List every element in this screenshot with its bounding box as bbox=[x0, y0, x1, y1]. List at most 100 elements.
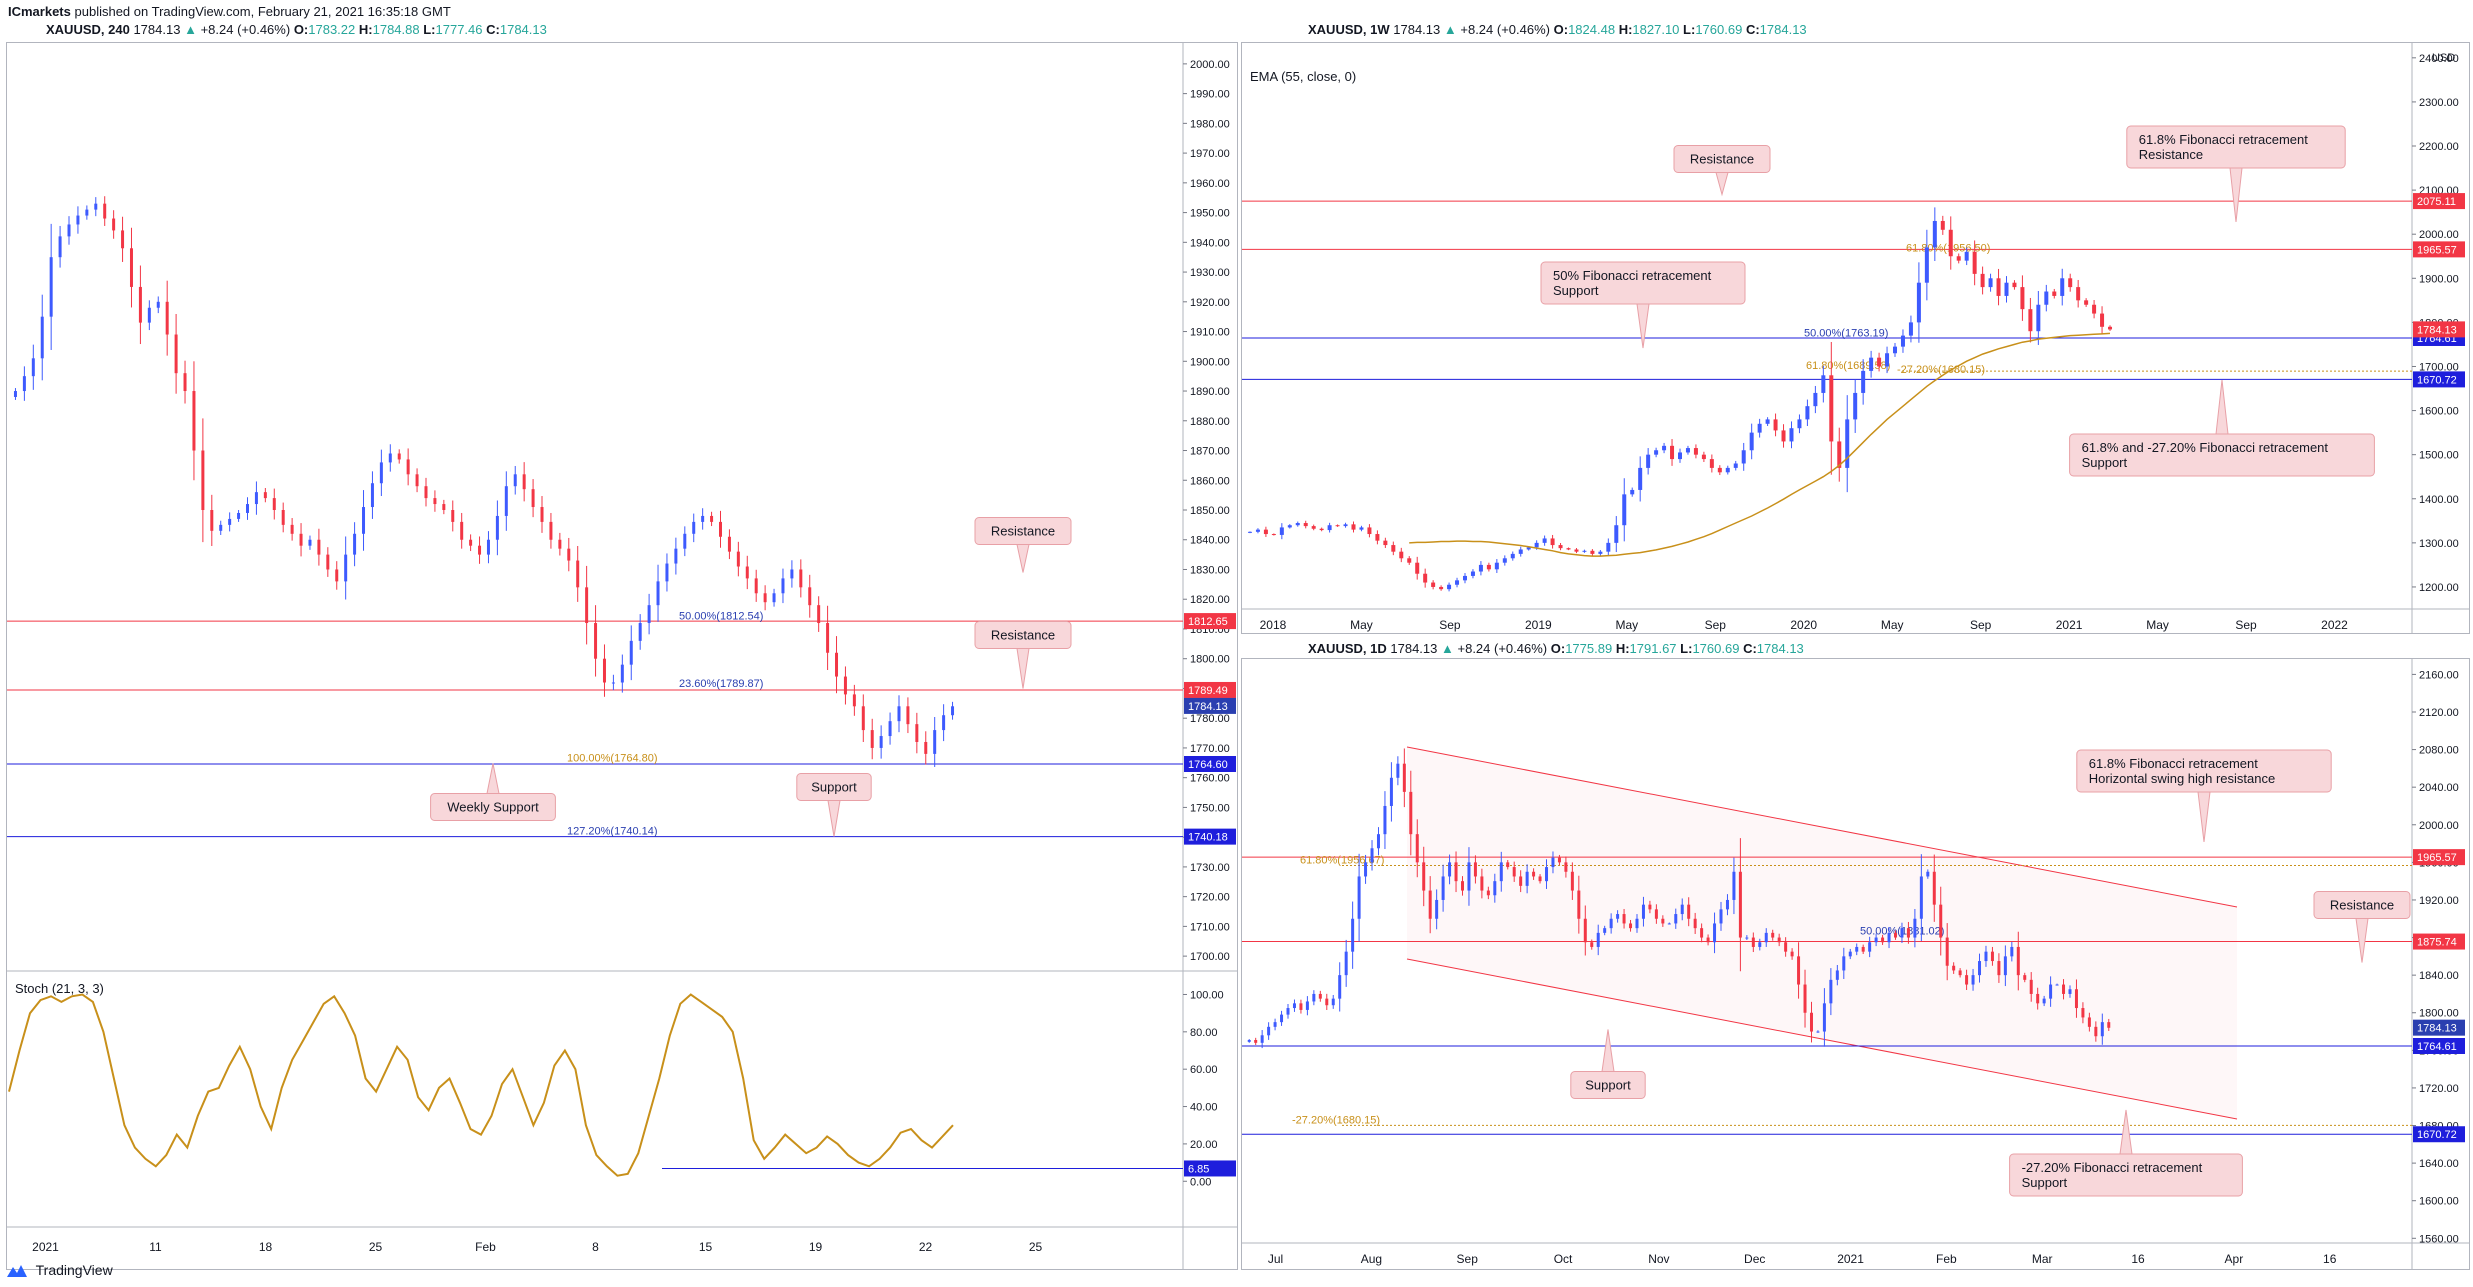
candle-body bbox=[1749, 432, 1754, 451]
y-axis-label: 1850.00 bbox=[1190, 505, 1230, 517]
candle-body bbox=[2081, 1008, 2085, 1018]
x-axis-label: 11 bbox=[149, 1240, 162, 1254]
price-tag-bg bbox=[2413, 321, 2465, 338]
open-value: 1824.48 bbox=[1568, 22, 1616, 37]
candle-body bbox=[1415, 562, 1420, 574]
callout-pointer bbox=[2119, 1109, 2133, 1155]
price-tag-label: 1784.13 bbox=[2417, 1023, 2457, 1035]
candle-body bbox=[852, 694, 856, 707]
candle-body bbox=[1771, 932, 1775, 938]
price-tag-bg bbox=[2413, 371, 2465, 388]
callout-text: Support bbox=[1553, 283, 1599, 298]
candle-body bbox=[1574, 549, 1579, 552]
y-axis-label: 1750.00 bbox=[1190, 802, 1230, 814]
candle-body bbox=[1280, 1014, 1284, 1023]
candle-body bbox=[1629, 923, 1633, 929]
candle-body bbox=[2012, 282, 2017, 288]
tradingview-brand[interactable]: TradingView bbox=[6, 1262, 113, 1278]
candle-body bbox=[1305, 1001, 1309, 1010]
y-axis-label: 100.00 bbox=[1190, 989, 1224, 1001]
candle-body bbox=[156, 301, 160, 308]
candle-body bbox=[719, 521, 722, 537]
chart-panel-4h[interactable]: 2000.00 1990.00 1980.00 1970.00 1960.00 1950.… bbox=[6, 42, 1238, 1270]
candle-body bbox=[1972, 251, 1977, 274]
y-axis-label: 2080.00 bbox=[2419, 745, 2459, 757]
candle-body bbox=[478, 545, 482, 555]
x-axis-label: Feb bbox=[1936, 1252, 1957, 1266]
candle-body bbox=[1480, 876, 1484, 891]
y-axis-label: 20.00 bbox=[1190, 1139, 1218, 1151]
candle-body bbox=[1596, 932, 1600, 947]
candle-body bbox=[1273, 1022, 1277, 1027]
candle-body bbox=[2084, 300, 2089, 305]
candle-body bbox=[1797, 419, 1802, 429]
x-axis-label: Oct bbox=[1554, 1252, 1573, 1266]
candle-body bbox=[1654, 450, 1659, 455]
candle-body bbox=[1375, 534, 1380, 541]
candle-body bbox=[192, 391, 196, 451]
x-axis-label: 16 bbox=[2131, 1252, 2145, 1266]
candle-body bbox=[1745, 937, 1749, 939]
candle-body bbox=[1499, 862, 1503, 882]
candle-body bbox=[1701, 454, 1706, 460]
chart-4h-svg[interactable]: 2000.001990.001980.001970.001960.001950.… bbox=[7, 43, 1237, 1269]
candle-body bbox=[1635, 918, 1639, 929]
candle-body bbox=[602, 658, 606, 683]
candle-body bbox=[1900, 335, 1905, 347]
x-axis-label: Sep bbox=[1439, 618, 1461, 632]
callout-box bbox=[430, 793, 556, 821]
candle-body bbox=[1680, 904, 1684, 915]
x-axis-label: May bbox=[1881, 618, 1904, 632]
candle-body bbox=[1997, 961, 2001, 976]
callout-pointer bbox=[1715, 172, 1729, 197]
y-axis-label: 1700.00 bbox=[2419, 361, 2459, 373]
candle-body bbox=[1254, 1039, 1258, 1043]
candle-body bbox=[2076, 287, 2081, 301]
candle-body bbox=[1932, 871, 1936, 905]
price-tag-bg bbox=[1184, 755, 1236, 772]
close-value: 1784.13 bbox=[499, 22, 547, 37]
candle-body bbox=[1325, 998, 1329, 1006]
candle-body bbox=[826, 623, 830, 653]
price-tag-label: 1784.13 bbox=[1188, 701, 1228, 713]
candle-body bbox=[1391, 545, 1396, 552]
candle-body bbox=[549, 521, 553, 540]
candle-body bbox=[460, 521, 464, 540]
candle-body bbox=[1984, 951, 1988, 962]
y-axis-label: 1870.00 bbox=[1190, 446, 1230, 458]
y-axis-label: 1970.00 bbox=[1190, 148, 1230, 160]
x-axis-label: 2021 bbox=[2056, 618, 2083, 632]
candle-body bbox=[1948, 229, 1953, 257]
candle-body bbox=[1939, 904, 1943, 938]
callout-pointer bbox=[1016, 544, 1030, 573]
y-axis-label: 1560.00 bbox=[2419, 1233, 2459, 1245]
candle-body bbox=[513, 474, 517, 487]
publisher-name[interactable]: ICmarkets bbox=[8, 4, 71, 19]
chart-panel-1d[interactable]: 2160.002120.002080.002040.002000.001960.… bbox=[1241, 658, 2470, 1270]
candle-body bbox=[379, 462, 383, 484]
candle-body bbox=[683, 533, 687, 549]
candle-body bbox=[1805, 406, 1810, 420]
ema-label: EMA (55, close, 0) bbox=[1250, 69, 1356, 84]
candle-body bbox=[1312, 993, 1316, 1002]
callout-text: Resistance bbox=[2139, 147, 2203, 162]
candle-body bbox=[397, 453, 401, 460]
candle-body bbox=[1809, 1012, 1813, 1032]
y-axis-label: 0.00 bbox=[1190, 1176, 1211, 1188]
candle-body bbox=[1822, 1003, 1826, 1032]
chart-1d-svg[interactable]: 2160.002120.002080.002040.002000.001960.… bbox=[1242, 659, 2469, 1269]
chart-panel-1w[interactable]: EMA (55, close, 0) USD 2400.00 2300.00 2200.… bbox=[1241, 42, 2470, 634]
callout-box bbox=[1540, 261, 1746, 305]
candle-body bbox=[31, 358, 35, 377]
candle-body bbox=[1654, 909, 1658, 919]
y-axis-label: 1760.00 bbox=[1190, 773, 1230, 785]
up-arrow-icon: ▲ bbox=[184, 22, 197, 37]
candle-body bbox=[1845, 419, 1850, 468]
last-price: 1784.13 bbox=[1390, 641, 1438, 656]
candle-body bbox=[1532, 871, 1536, 877]
symbol-name: XAUUSD, 240 bbox=[46, 22, 130, 37]
candle-body bbox=[1885, 353, 1890, 367]
candle-body bbox=[1506, 862, 1510, 868]
y-axis-label: 1940.00 bbox=[1190, 237, 1230, 249]
